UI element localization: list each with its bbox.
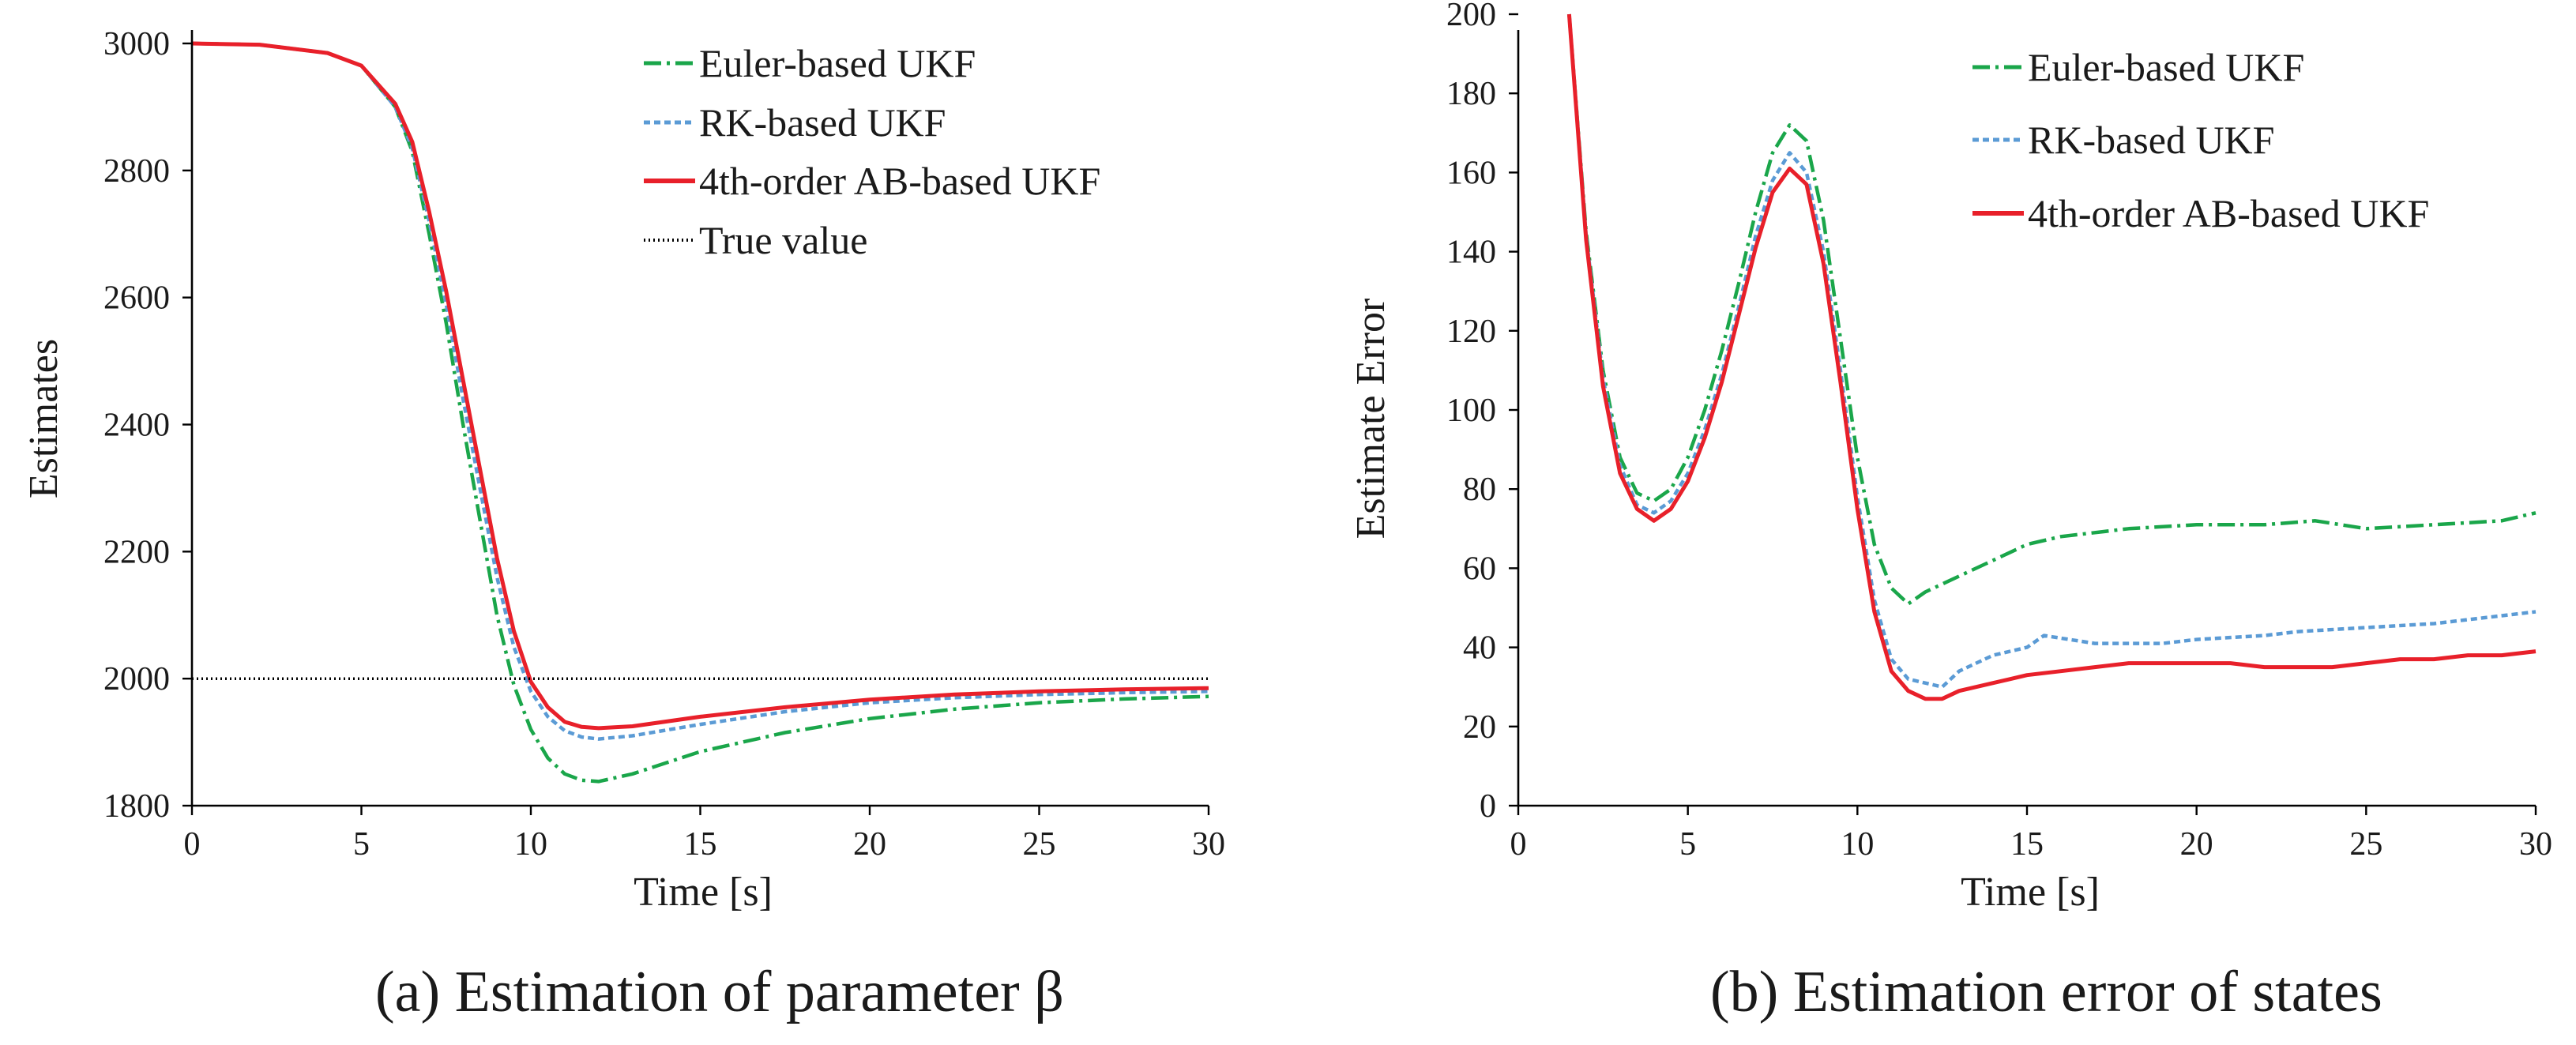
chart-a-x-tick-label: 10 <box>514 826 547 863</box>
chart-b-y-tick-label: 0 <box>1480 788 1496 825</box>
legend-a-ab-label: 4th-order AB-based UKF <box>699 159 1100 203</box>
chart-b-series-rk-based-ukf <box>1567 13 2537 689</box>
legend-b-euler: Euler-based UKF <box>1972 45 2304 89</box>
chart-a-ylabel: Estimates <box>21 339 66 498</box>
chart-b-series-4th-order-ab-based-ukf <box>1566 13 2537 701</box>
chart-b-x-tick-label: 0 <box>1510 826 1527 863</box>
chart-b-y-ticks: 0 20 40 60 80 100 120 140 160 180 200 <box>1446 0 1518 825</box>
chart-b-y-tick-label: 80 <box>1463 472 1496 508</box>
chart-b-caption: (b) Estimation error of states <box>1710 960 2382 1024</box>
chart-b-x-tick-label: 10 <box>1841 826 1874 863</box>
legend-a-rk: RK-based UKF <box>644 100 946 145</box>
chart-panel-b: 0 5 10 15 20 25 30 0 20 40 60 80 100 120 140 160 180 200… <box>1348 0 2552 1024</box>
chart-a-x-tick-label: 20 <box>853 826 886 863</box>
chart-a-x-tick-label: 15 <box>684 826 717 863</box>
chart-b-ylabel: Estimate Error <box>1348 299 1393 539</box>
chart-b-y-tick-label: 200 <box>1446 0 1496 33</box>
chart-a-y-ticks: 1800 2000 2200 2400 2600 2800 3000 <box>103 26 192 825</box>
chart-b-y-tick-label: 20 <box>1463 709 1496 746</box>
chart-b-series-euler-based-ukf <box>1567 13 2537 606</box>
chart-b-x-tick-label: 5 <box>1679 826 1696 863</box>
chart-a-legend: Euler-based UKF RK-based UKF 4th-order A… <box>644 41 1100 262</box>
chart-a-y-tick-label: 1800 <box>103 788 170 825</box>
chart-panel-a: 0 5 10 15 20 25 30 1800 2000 2200 2400 2600 2800 300… <box>21 26 1225 1024</box>
chart-a-x-tick-label: 0 <box>184 826 201 863</box>
chart-b-y-tick-label: 60 <box>1463 551 1496 587</box>
chart-a-x-ticks: 0 5 10 15 20 25 30 <box>184 806 1225 863</box>
chart-a-y-tick-label: 2400 <box>103 408 170 444</box>
legend-a-ab: 4th-order AB-based UKF <box>644 159 1100 203</box>
legend-a-euler-label: Euler-based UKF <box>699 41 976 85</box>
chart-b-y-tick-label: 40 <box>1463 630 1496 667</box>
legend-b-rk: RK-based UKF <box>1972 118 2274 162</box>
chart-a-y-tick-label: 2800 <box>103 153 170 190</box>
chart-b-y-tick-label: 120 <box>1446 314 1496 350</box>
chart-a-y-tick-label: 2600 <box>103 280 170 317</box>
chart-a-y-tick-label: 2000 <box>103 661 170 697</box>
legend-b-ab-label: 4th-order AB-based UKF <box>2028 191 2429 235</box>
legend-a-true-label: True value <box>699 218 867 262</box>
chart-b-x-ticks: 0 5 10 15 20 25 30 <box>1510 806 2552 863</box>
chart-a-series-rk-based-ukf <box>191 41 1209 741</box>
chart-a-x-tick-label: 30 <box>1192 826 1225 863</box>
chart-b-x-tick-label: 30 <box>2519 826 2552 863</box>
chart-b-y-tick-label: 160 <box>1446 155 1496 191</box>
chart-a-caption: (a) Estimation of parameter β <box>375 960 1064 1024</box>
chart-a-x-tick-label: 25 <box>1023 826 1056 863</box>
chart-a-xlabel: Time [s] <box>634 870 773 915</box>
chart-a-y-tick-label: 2200 <box>103 534 170 570</box>
chart-a-series-euler-based-ukf <box>191 41 1209 784</box>
chart-b-x-tick-label: 20 <box>2180 826 2213 863</box>
chart-b-xlabel: Time [s] <box>1961 870 2100 915</box>
legend-a-euler: Euler-based UKF <box>644 41 976 85</box>
chart-b-series-group <box>1566 13 2537 701</box>
chart-a-series-4th-order-ab-based-ukf <box>191 41 1209 731</box>
chart-a-x-tick-label: 5 <box>353 826 370 863</box>
chart-b-x-tick-label: 25 <box>2349 826 2382 863</box>
legend-b-ab: 4th-order AB-based UKF <box>1972 191 2429 235</box>
chart-b-legend: Euler-based UKF RK-based UKF 4th-order A… <box>1972 45 2429 235</box>
chart-b-y-tick-label: 100 <box>1446 393 1496 429</box>
legend-b-rk-label: RK-based UKF <box>2028 118 2274 162</box>
legend-a-rk-label: RK-based UKF <box>699 100 946 145</box>
legend-a-true: True value <box>644 218 867 262</box>
chart-b-y-tick-label: 180 <box>1446 76 1496 112</box>
chart-a-series-group <box>191 41 1209 784</box>
chart-b-y-tick-label: 140 <box>1446 235 1496 271</box>
chart-b-x-tick-label: 15 <box>2010 826 2044 863</box>
legend-b-euler-label: Euler-based UKF <box>2028 45 2304 89</box>
chart-a-y-tick-label: 3000 <box>103 26 170 62</box>
